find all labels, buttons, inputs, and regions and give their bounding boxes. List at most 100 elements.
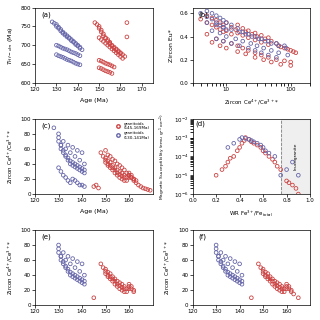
Point (58, 28, 63, 34)
Point (122, 167, 127, 172)
Point (240, 45, 245, 51)
Point (77, 182, 82, 188)
Point (129, 173, 134, 178)
Point (259, 52, 264, 58)
Point (98, 150, 103, 155)
Point (103, 61, 108, 66)
Point (65, 254, 70, 259)
Point (114, 46, 119, 52)
Point (93, 182, 99, 188)
Point (221, 39, 226, 44)
Point (237, 29, 242, 35)
Point (218, 15, 223, 20)
Point (105, 269, 110, 275)
Point (61, 139, 66, 144)
Point (129, 286, 134, 291)
Point (270, 282, 275, 287)
Point (235, 30, 240, 36)
Point (50, 19, 55, 24)
Point (267, 154, 272, 159)
Point (101, 33, 106, 38)
Point (251, 141, 256, 146)
Point (277, 282, 282, 287)
Point (279, 286, 284, 291)
Point (126, 286, 132, 291)
Point (124, 175, 129, 180)
Point (272, 282, 277, 287)
Point (71, 50, 76, 55)
Point (126, 175, 132, 180)
Point (131, 288, 136, 293)
Point (221, 18, 226, 23)
Point (62, 33, 68, 38)
Point (118, 51, 123, 56)
Point (286, 180, 292, 185)
Point (239, 141, 244, 146)
Point (63, 258, 68, 263)
Point (225, 160, 230, 165)
Point (224, 45, 229, 51)
Point (235, 276, 240, 281)
Text: leucogranite: leucogranite (294, 143, 298, 170)
Point (77, 53, 83, 58)
Point (107, 62, 112, 67)
Point (230, 273, 235, 278)
Point (79, 169, 84, 174)
Y-axis label: Zircon Ce$^{4+}$/Ce$^{3+}$*: Zircon Ce$^{4+}$/Ce$^{3+}$* (5, 129, 15, 184)
Point (103, 41, 108, 46)
Point (72, 273, 77, 278)
Point (60, 29, 65, 35)
Point (108, 163, 113, 168)
Point (69, 38, 74, 43)
Point (279, 284, 284, 289)
Point (263, 269, 268, 275)
Point (224, 34, 229, 39)
Point (246, 28, 251, 33)
Point (246, 35, 251, 40)
Point (77, 164, 82, 170)
Point (221, 25, 226, 30)
Point (58, 54, 63, 59)
Point (214, 18, 219, 23)
Point (255, 141, 260, 146)
Point (259, 40, 264, 45)
Point (131, 176, 136, 181)
Point (232, 274, 237, 279)
Point (75, 148, 80, 153)
Point (249, 139, 254, 144)
Point (110, 279, 115, 284)
Point (296, 295, 301, 300)
Point (97, 26, 102, 31)
Point (124, 20, 130, 25)
Point (243, 135, 248, 140)
Point (108, 154, 113, 159)
Point (116, 52, 121, 57)
Point (229, 32, 234, 37)
Point (105, 152, 110, 157)
Point (272, 284, 277, 289)
Point (228, 156, 233, 161)
Point (103, 148, 108, 153)
Point (282, 286, 287, 291)
Point (61, 150, 66, 155)
Point (225, 261, 230, 267)
Point (72, 276, 77, 281)
Point (119, 288, 124, 293)
Point (107, 41, 112, 46)
Y-axis label: Zircon Ce$^{4+}$/Ce$^{3+}$*: Zircon Ce$^{4+}$/Ce$^{3+}$* (5, 240, 15, 295)
Point (73, 61, 78, 66)
Point (72, 161, 77, 166)
Point (262, 36, 268, 41)
Point (213, 246, 219, 252)
Point (254, 43, 260, 48)
Point (68, 150, 73, 155)
Point (58, 143, 63, 148)
Point (279, 289, 284, 294)
Point (143, 186, 148, 191)
Point (210, 40, 215, 45)
Point (71, 40, 76, 45)
Point (99, 29, 104, 35)
Point (105, 61, 110, 67)
Point (235, 26, 240, 31)
Point (204, 13, 210, 18)
